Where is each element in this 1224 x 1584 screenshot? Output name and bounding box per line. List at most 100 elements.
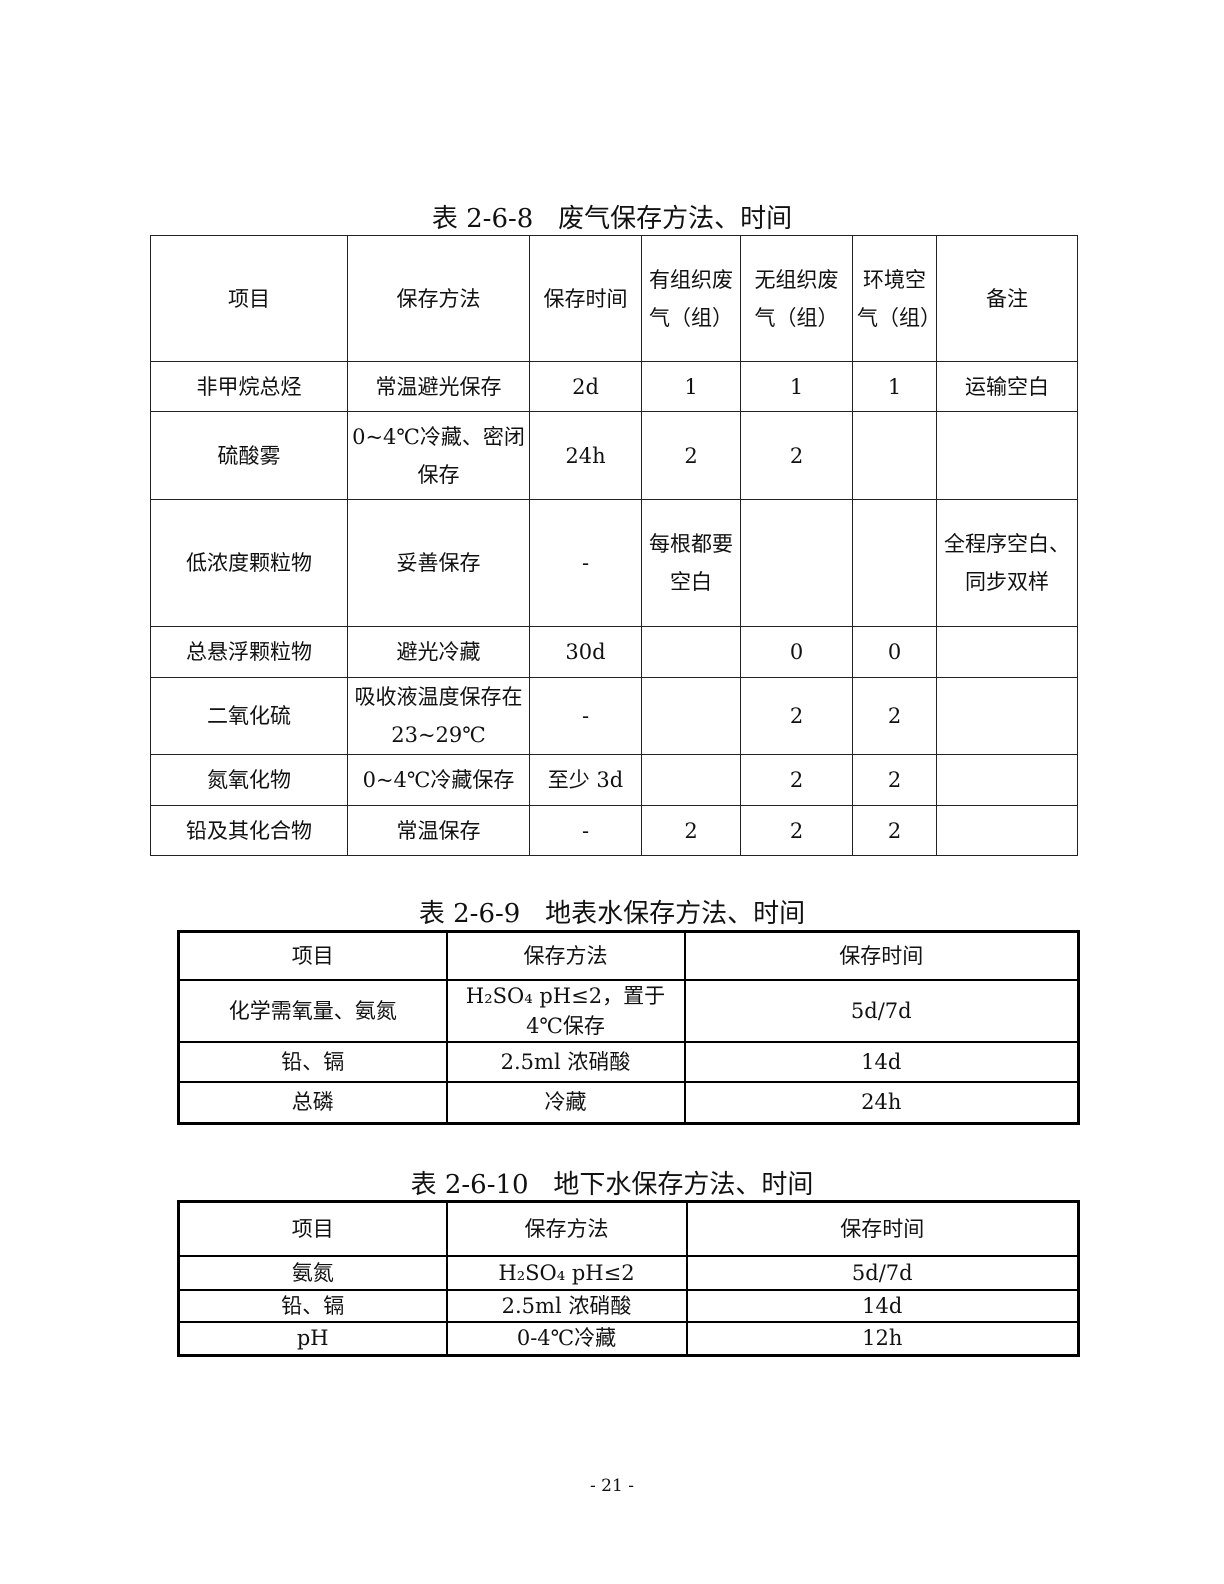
table-cell: - xyxy=(529,677,642,755)
table-cell: 0~4℃冷藏、密闭保存 xyxy=(347,411,530,500)
table-cell: 0 xyxy=(852,626,937,678)
table3-caption: 表 2-6-10 地下水保存方法、时间 xyxy=(410,1170,814,1200)
table-cell: 吸收液温度保存在 23~29℃ xyxy=(347,677,530,755)
column-header: 无组织废气（组） xyxy=(740,235,853,362)
table-cell: 每根都要空白 xyxy=(641,499,741,627)
table-cell: 12h xyxy=(685,1320,1080,1357)
table-cell: 至少 3d xyxy=(529,754,642,806)
column-header: 保存方法 xyxy=(445,930,686,981)
table-cell: 常温避光保存 xyxy=(347,361,530,412)
table-cell: 2d xyxy=(529,361,642,412)
table-cell: 运输空白 xyxy=(936,361,1078,412)
column-header: 保存方法 xyxy=(445,1200,688,1257)
table-row: 铅、镉 2.5ml 浓硝酸 14d xyxy=(177,1288,1080,1323)
table-cell: - xyxy=(529,805,642,856)
table-cell xyxy=(936,411,1078,500)
table-row: 非甲烷总烃 常温避光保存 2d 1 1 1 运输空白 xyxy=(150,361,1078,412)
table-cell: 5d/7d xyxy=(683,978,1080,1043)
table-cell: 30d xyxy=(529,626,642,678)
table-cell xyxy=(936,754,1078,806)
table-cell: 2 xyxy=(740,411,853,500)
table-cell: 铅、镉 xyxy=(177,1288,448,1323)
table-cell: 14d xyxy=(685,1288,1080,1323)
header-row: 项目 保存方法 保存时间 有组织废气（组） 无组织废气（组） 环境空气（组） 备注 xyxy=(150,235,1078,362)
table-cell: 氮氧化物 xyxy=(150,754,348,806)
table-row: 氮氧化物 0~4℃冷藏保存 至少 3d 2 2 xyxy=(150,754,1078,806)
table-cell: 0-4℃冷藏 xyxy=(445,1320,688,1357)
header-row: 项目 保存方法 保存时间 xyxy=(177,930,1080,981)
table-cell: H₂SO₄ pH≤2，置于4℃保存 xyxy=(445,978,686,1043)
page-number: - 21 - xyxy=(590,1476,634,1496)
table-cell: 2 xyxy=(852,805,937,856)
table-cell: 1 xyxy=(852,361,937,412)
table-cell: 24h xyxy=(529,411,642,500)
table-cell: 1 xyxy=(641,361,741,412)
column-header: 保存时间 xyxy=(685,1200,1080,1257)
table-cell: 妥善保存 xyxy=(347,499,530,627)
groundwater-table: 项目 保存方法 保存时间 氨氮 H₂SO₄ pH≤2 5d/7d 铅、镉 2.5ml 浓硝酸 1… xyxy=(177,1200,1080,1357)
table-cell: 硫酸雾 xyxy=(150,411,348,500)
table-cell: 2 xyxy=(852,677,937,755)
table-cell: 2 xyxy=(852,754,937,806)
table-cell: - xyxy=(529,499,642,627)
table-cell: 氨氮 xyxy=(177,1254,448,1291)
table-cell xyxy=(641,626,741,678)
column-header: 保存时间 xyxy=(529,235,642,362)
table-cell: 铅、镉 xyxy=(177,1040,448,1083)
table-row: pH 0-4℃冷藏 12h xyxy=(177,1320,1080,1357)
table-cell: 2 xyxy=(641,411,741,500)
table-cell xyxy=(852,411,937,500)
waste-gas-table: 项目 保存方法 保存时间 有组织废气（组） 无组织废气（组） 环境空气（组） 备注 非甲烷总烃… xyxy=(150,235,1078,856)
table-row: 铅及其化合物 常温保存 -2 2 2 xyxy=(150,805,1078,856)
table-cell xyxy=(852,499,937,627)
table-cell: 总悬浮颗粒物 xyxy=(150,626,348,678)
surface-water-table: 项目 保存方法 保存时间 化学需氧量、氨氮 H₂SO₄ pH≤2，置于4℃保存 5d/7d… xyxy=(177,930,1080,1125)
table-cell: 2 xyxy=(740,805,853,856)
table-cell: 2 xyxy=(740,754,853,806)
table-row: 铅、镉 2.5ml 浓硝酸 14d xyxy=(177,1040,1080,1083)
header-row: 项目 保存方法 保存时间 xyxy=(177,1200,1080,1257)
column-header: 保存时间 xyxy=(683,930,1080,981)
table-cell: 铅及其化合物 xyxy=(150,805,348,856)
table-cell: 1 xyxy=(740,361,853,412)
table-row: 低浓度颗粒物 妥善保存 - 每根都要空白 全程序空白、同步双样 xyxy=(150,499,1078,627)
table-row: 二氧化硫 吸收液温度保存在 23~29℃ - 2 2 xyxy=(150,677,1078,755)
table-cell: 2 xyxy=(740,677,853,755)
table-cell: 24h xyxy=(683,1080,1080,1125)
table1-caption: 表 2-6-8 废气保存方法、时间 xyxy=(431,204,793,234)
table2-caption: 表 2-6-9 地表水保存方法、时间 xyxy=(418,899,806,929)
column-header: 有组织废气（组） xyxy=(641,235,741,362)
table-cell: 二氧化硫 xyxy=(150,677,348,755)
table-cell: 14d xyxy=(683,1040,1080,1083)
table-cell: 0~4℃冷藏保存 xyxy=(347,754,530,806)
table-row: 总磷 冷藏 24h xyxy=(177,1080,1080,1125)
table-cell xyxy=(936,677,1078,755)
table-cell: 5d/7d xyxy=(685,1254,1080,1291)
table-cell: H₂SO₄ pH≤2 xyxy=(445,1254,688,1291)
column-header: 备注 xyxy=(936,235,1078,362)
table-cell: 全程序空白、同步双样 xyxy=(936,499,1078,627)
column-header: 项目 xyxy=(150,235,348,362)
table-row: 硫酸雾 0~4℃冷藏、密闭保存 24h 2 2 xyxy=(150,411,1078,500)
table-cell: 常温保存 xyxy=(347,805,530,856)
table-cell: 2.5ml 浓硝酸 xyxy=(445,1040,686,1083)
column-header: 项目 xyxy=(177,1200,448,1257)
table-cell: 2 xyxy=(641,805,741,856)
table-cell: 避光冷藏 xyxy=(347,626,530,678)
table-cell xyxy=(936,805,1078,856)
table-cell xyxy=(641,677,741,755)
table-row: 化学需氧量、氨氮 H₂SO₄ pH≤2，置于4℃保存 5d/7d xyxy=(177,978,1080,1043)
column-header: 保存方法 xyxy=(347,235,530,362)
column-header: 环境空气（组） xyxy=(852,235,937,362)
table-cell xyxy=(740,499,853,627)
table-cell: 化学需氧量、氨氮 xyxy=(177,978,448,1043)
table-cell: 冷藏 xyxy=(445,1080,686,1125)
table-cell xyxy=(936,626,1078,678)
table-cell: 非甲烷总烃 xyxy=(150,361,348,412)
table-cell: 低浓度颗粒物 xyxy=(150,499,348,627)
table-row: 总悬浮颗粒物 避光冷藏 30d 0 0 xyxy=(150,626,1078,678)
table-cell: 2.5ml 浓硝酸 xyxy=(445,1288,688,1323)
column-header: 项目 xyxy=(177,930,448,981)
table-cell: 0 xyxy=(740,626,853,678)
table-cell xyxy=(641,754,741,806)
